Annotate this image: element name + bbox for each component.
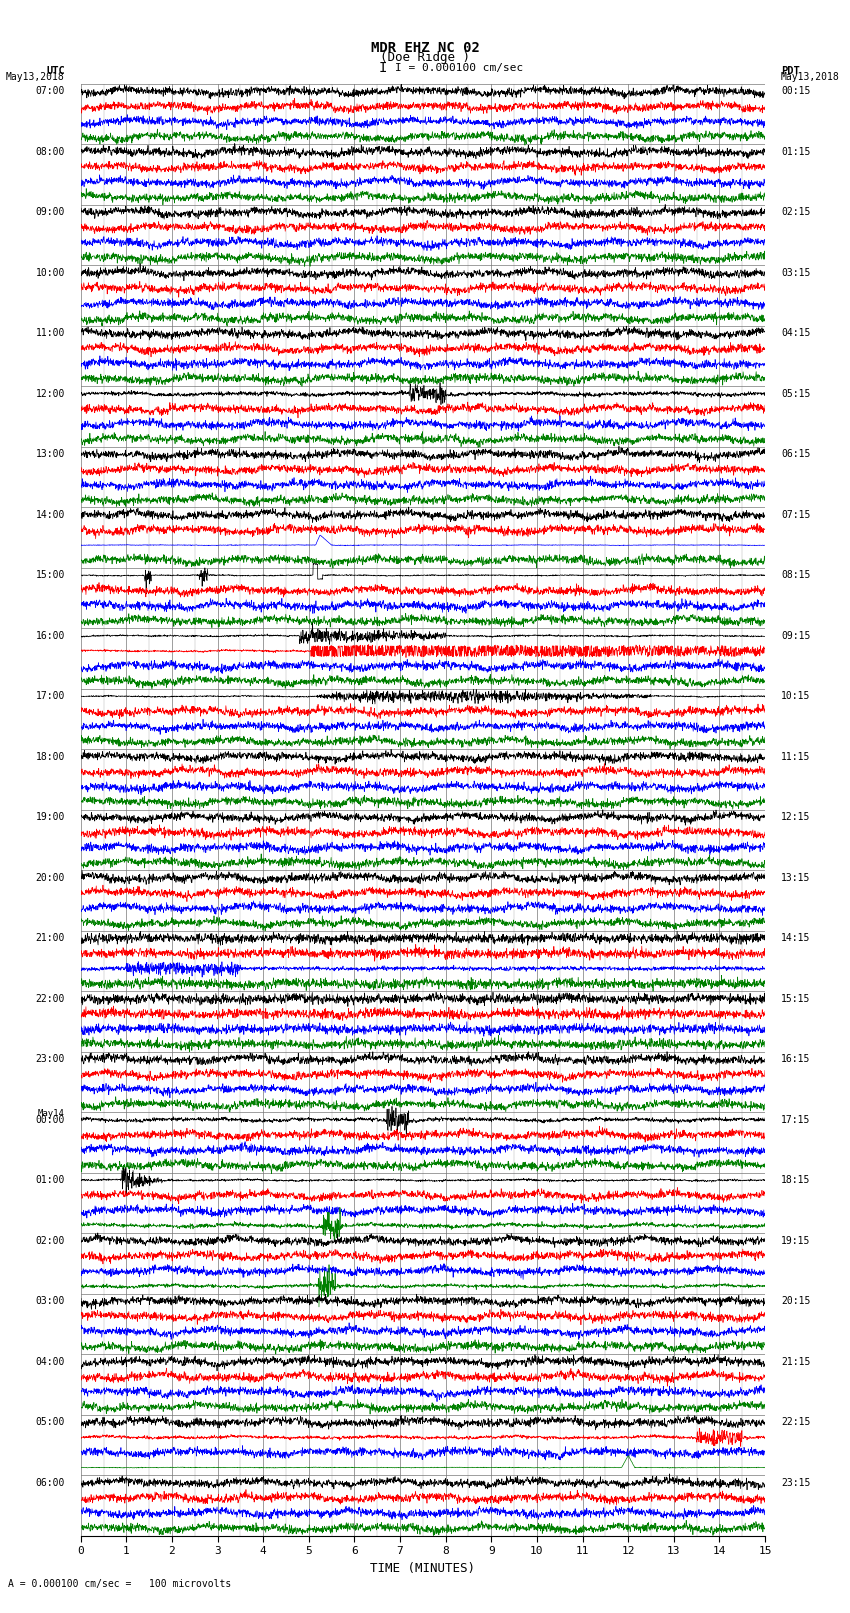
Text: 21:00: 21:00 <box>36 934 65 944</box>
Text: I = 0.000100 cm/sec: I = 0.000100 cm/sec <box>395 63 524 73</box>
Text: 06:15: 06:15 <box>781 450 810 460</box>
Text: (Doe Ridge ): (Doe Ridge ) <box>380 50 470 65</box>
Text: 07:15: 07:15 <box>781 510 810 519</box>
Text: 11:00: 11:00 <box>36 329 65 339</box>
Text: 07:00: 07:00 <box>36 87 65 97</box>
Text: 19:15: 19:15 <box>781 1236 810 1245</box>
Text: 18:00: 18:00 <box>36 752 65 761</box>
Text: 15:15: 15:15 <box>781 994 810 1003</box>
Text: 14:15: 14:15 <box>781 934 810 944</box>
Text: 21:15: 21:15 <box>781 1357 810 1366</box>
Text: 22:15: 22:15 <box>781 1418 810 1428</box>
Text: 08:00: 08:00 <box>36 147 65 156</box>
Text: 02:15: 02:15 <box>781 208 810 218</box>
Text: 17:00: 17:00 <box>36 692 65 702</box>
Text: PDT: PDT <box>781 66 800 76</box>
Text: MDR EHZ NC 02: MDR EHZ NC 02 <box>371 40 479 55</box>
Text: 12:15: 12:15 <box>781 813 810 823</box>
Text: 11:15: 11:15 <box>781 752 810 761</box>
Text: 14:00: 14:00 <box>36 510 65 519</box>
Text: May14: May14 <box>38 1110 65 1118</box>
Text: 09:00: 09:00 <box>36 208 65 218</box>
Text: 16:15: 16:15 <box>781 1055 810 1065</box>
Text: 13:15: 13:15 <box>781 873 810 882</box>
Text: 16:00: 16:00 <box>36 631 65 640</box>
Text: 09:15: 09:15 <box>781 631 810 640</box>
Text: 23:00: 23:00 <box>36 1055 65 1065</box>
Text: 08:15: 08:15 <box>781 571 810 581</box>
Text: 10:00: 10:00 <box>36 268 65 277</box>
Text: 13:00: 13:00 <box>36 450 65 460</box>
Text: 05:15: 05:15 <box>781 389 810 398</box>
Text: 02:00: 02:00 <box>36 1236 65 1245</box>
Text: 00:15: 00:15 <box>781 87 810 97</box>
Text: 01:15: 01:15 <box>781 147 810 156</box>
Text: 06:00: 06:00 <box>36 1478 65 1487</box>
Text: 23:15: 23:15 <box>781 1478 810 1487</box>
Text: I: I <box>378 61 387 74</box>
X-axis label: TIME (MINUTES): TIME (MINUTES) <box>371 1561 475 1574</box>
Text: 19:00: 19:00 <box>36 813 65 823</box>
Text: 22:00: 22:00 <box>36 994 65 1003</box>
Text: 17:15: 17:15 <box>781 1115 810 1124</box>
Text: 01:00: 01:00 <box>36 1176 65 1186</box>
Text: 05:00: 05:00 <box>36 1418 65 1428</box>
Text: UTC: UTC <box>46 66 65 76</box>
Text: 20:15: 20:15 <box>781 1297 810 1307</box>
Text: 18:15: 18:15 <box>781 1176 810 1186</box>
Text: 03:15: 03:15 <box>781 268 810 277</box>
Text: 00:00: 00:00 <box>36 1115 65 1124</box>
Text: A = 0.000100 cm/sec =   100 microvolts: A = 0.000100 cm/sec = 100 microvolts <box>8 1579 232 1589</box>
Text: May13,2018: May13,2018 <box>781 73 840 82</box>
Text: 15:00: 15:00 <box>36 571 65 581</box>
Text: 20:00: 20:00 <box>36 873 65 882</box>
Text: 10:15: 10:15 <box>781 692 810 702</box>
Text: 12:00: 12:00 <box>36 389 65 398</box>
Text: 04:15: 04:15 <box>781 329 810 339</box>
Text: 04:00: 04:00 <box>36 1357 65 1366</box>
Text: May13,2018: May13,2018 <box>6 73 65 82</box>
Text: 03:00: 03:00 <box>36 1297 65 1307</box>
